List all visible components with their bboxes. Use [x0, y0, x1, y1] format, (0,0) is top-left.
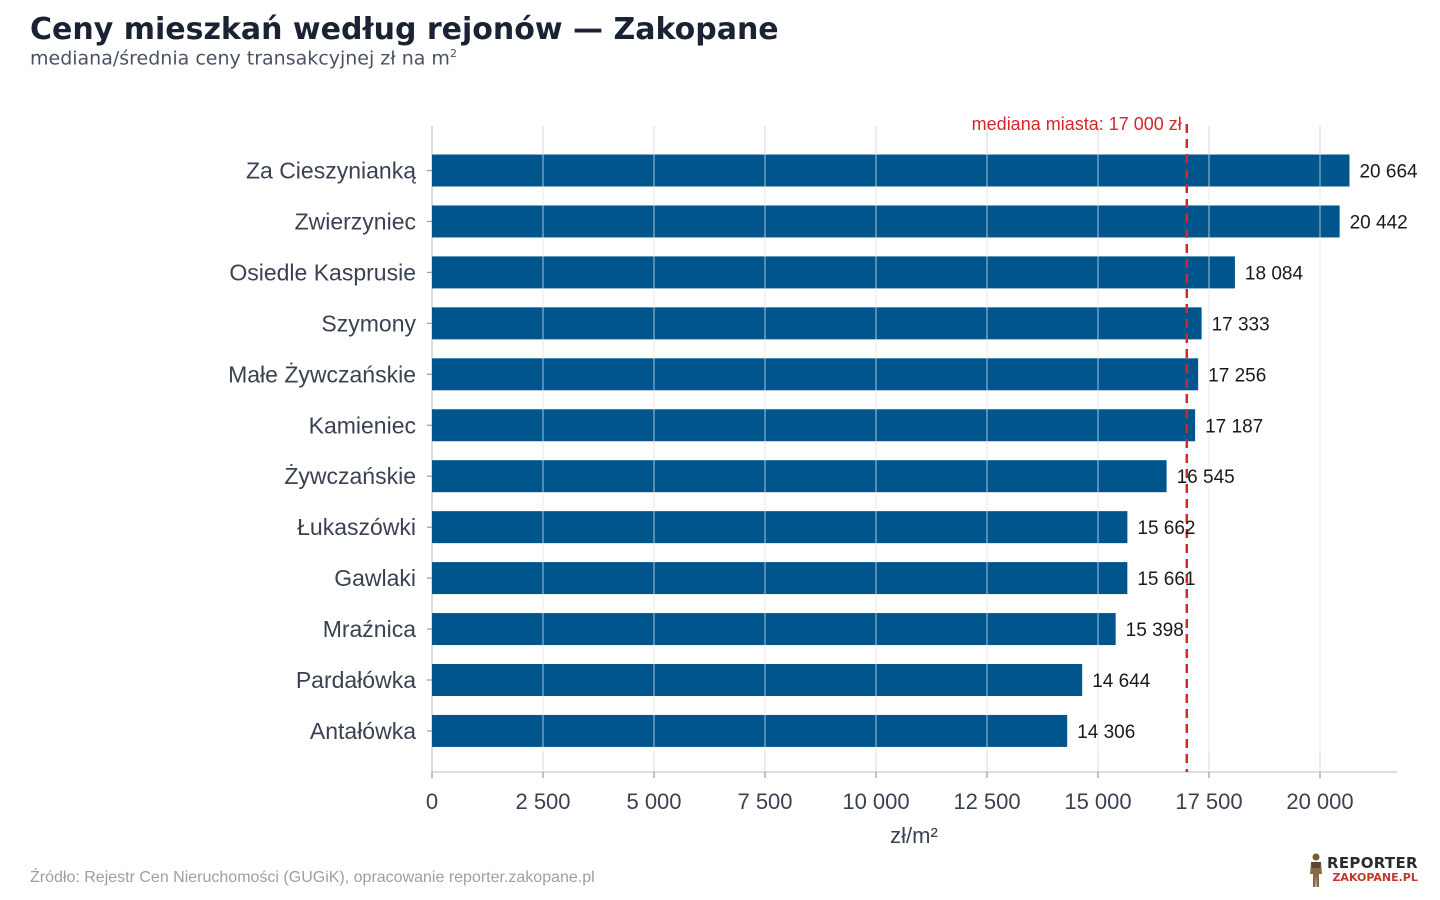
source-note: Źródło: Rejestr Cen Nieruchomości (GUGiK… — [30, 869, 595, 886]
figure-icon — [1310, 853, 1322, 887]
x-tick-label-2: 5 000 — [626, 789, 681, 814]
category-label-8: Gawlaki — [334, 565, 416, 591]
x-tick-label-1: 2 500 — [515, 789, 570, 814]
x-tick-label-4: 10 000 — [842, 789, 909, 814]
logo-bottom-text: ZAKOPANE.PL — [1332, 871, 1418, 884]
value-label-11: 14 306 — [1077, 722, 1135, 743]
value-label-3: 17 333 — [1212, 314, 1270, 335]
category-label-10: Pardałówka — [296, 667, 416, 693]
bar-2 — [432, 256, 1235, 289]
x-tick-label-6: 15 000 — [1064, 789, 1131, 814]
category-label-3: Szymony — [321, 310, 416, 336]
category-label-9: Mraźnica — [323, 616, 417, 642]
bar-9 — [432, 613, 1116, 646]
bar-11 — [432, 714, 1068, 747]
x-tick-label-5: 12 500 — [953, 789, 1020, 814]
value-label-0: 20 664 — [1359, 162, 1418, 183]
bar-1 — [432, 205, 1340, 238]
category-label-4: Małe Żywczańskie — [228, 361, 416, 387]
bar-5 — [432, 409, 1196, 442]
category-label-6: Żywczańskie — [284, 463, 416, 489]
chart-title: Ceny mieszkań według rejonów — Zakopane — [30, 12, 779, 47]
logo-top-text: REPORTER — [1327, 854, 1418, 872]
category-label-0: Za Cieszynianką — [246, 158, 416, 184]
value-label-1: 20 442 — [1350, 212, 1408, 233]
subtitle-superscript: 2 — [449, 47, 457, 60]
median-label: mediana miasta: 17 000 zł — [972, 114, 1182, 134]
x-tick-label-3: 7 500 — [737, 789, 792, 814]
value-label-5: 17 187 — [1205, 416, 1263, 437]
publisher-logo: REPORTER ZAKOPANE.PL — [1307, 852, 1418, 888]
value-label-8: 15 661 — [1137, 569, 1195, 590]
value-label-9: 15 398 — [1126, 620, 1184, 641]
category-label-2: Osiedle Kasprusie — [229, 259, 416, 285]
subtitle-text: mediana/średnia ceny transakcyjnej zł na… — [30, 47, 450, 70]
chart-subtitle: mediana/średnia ceny transakcyjnej zł na… — [30, 47, 457, 69]
x-tick-label-7: 17 500 — [1175, 789, 1242, 814]
category-label-1: Zwierzyniec — [295, 208, 416, 234]
bar-10 — [432, 664, 1083, 696]
x-tick-label-8: 20 000 — [1286, 789, 1353, 814]
category-label-5: Kamieniec — [309, 412, 416, 438]
category-label-11: Antałówka — [310, 718, 416, 744]
category-label-7: Łukaszówki — [297, 514, 416, 540]
logo-text: REPORTER ZAKOPANE.PL — [1327, 854, 1418, 884]
value-label-6: 16 545 — [1177, 467, 1235, 488]
bar-4 — [432, 358, 1199, 391]
bar-8 — [432, 562, 1128, 595]
bar-3 — [432, 307, 1202, 340]
bar-6 — [432, 460, 1167, 493]
value-label-4: 17 256 — [1208, 365, 1266, 386]
x-tick-label-0: 0 — [426, 789, 438, 814]
value-label-10: 14 644 — [1092, 671, 1151, 692]
x-axis-title: zł/m² — [890, 823, 938, 848]
bar-7 — [432, 511, 1128, 544]
value-label-7: 15 662 — [1137, 518, 1195, 539]
value-label-2: 18 084 — [1245, 263, 1304, 284]
bar-0 — [432, 154, 1350, 187]
